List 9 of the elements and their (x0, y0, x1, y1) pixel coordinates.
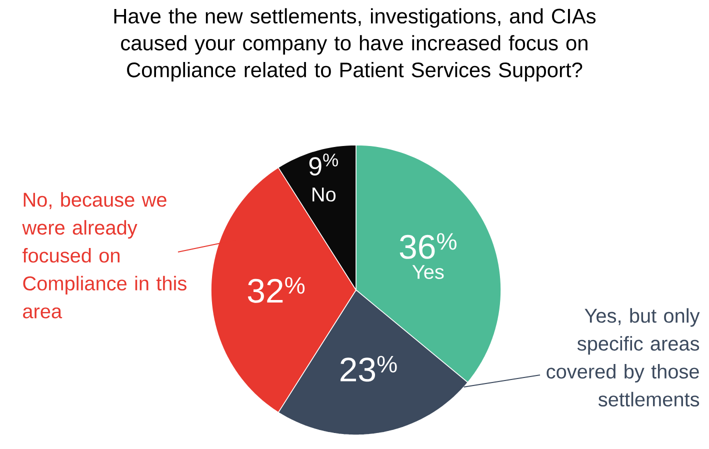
slice-label: Yes, but only specific areas covered by those settlements (546, 308, 700, 406)
data-label: 9$^{%}$ (309, 154, 338, 176)
data-label: 23$^{%}$ (340, 356, 397, 382)
slice-label: Yes (412, 265, 444, 279)
data-label: 32$^{%}$ (248, 277, 305, 303)
data-label: 36$^{%}$ (400, 233, 456, 259)
slice-label: No, because we were already focused on Compliance in this area (22, 192, 186, 318)
chart-title: Have the new settlements, investigations, and CIAs caused your company to have increased focus on Compliance related to Patient Services Support? (114, 8, 596, 82)
slice-label: No (312, 188, 336, 202)
